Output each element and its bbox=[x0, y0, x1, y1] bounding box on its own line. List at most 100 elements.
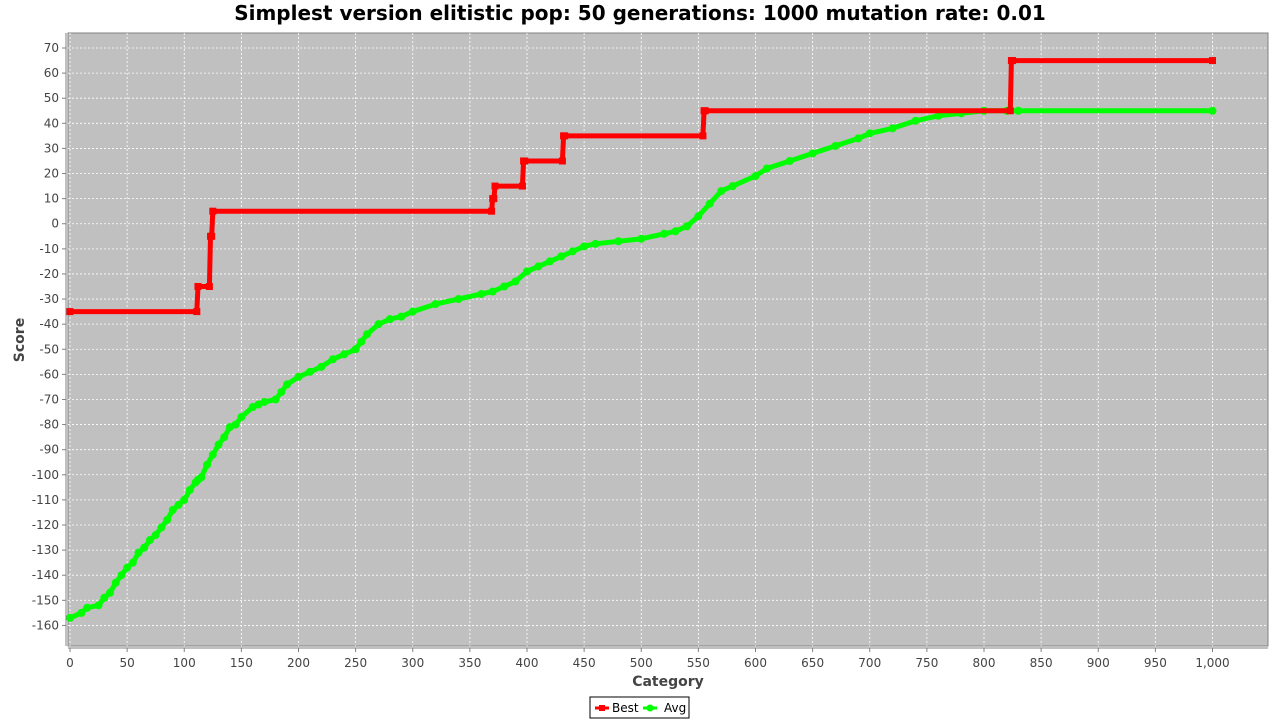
gridlines bbox=[68, 33, 1268, 646]
data-series bbox=[66, 57, 1217, 622]
data-point-avg bbox=[751, 172, 760, 181]
data-point-avg bbox=[831, 141, 840, 150]
data-point-avg bbox=[105, 588, 114, 597]
data-point-best bbox=[558, 157, 566, 165]
y-tick-label: -70 bbox=[39, 392, 59, 406]
data-point-avg bbox=[557, 252, 566, 261]
data-point-best bbox=[208, 232, 216, 240]
x-tick-label: 350 bbox=[458, 656, 481, 670]
data-point-avg bbox=[568, 247, 577, 256]
data-point-avg bbox=[66, 613, 74, 622]
data-point-avg bbox=[140, 543, 149, 552]
data-point-best bbox=[521, 157, 529, 165]
data-point-best bbox=[66, 308, 74, 316]
x-tick-label: 100 bbox=[173, 656, 196, 670]
y-tick-label: 20 bbox=[44, 167, 59, 181]
data-point-best bbox=[194, 282, 202, 290]
x-tick-label: 450 bbox=[573, 656, 596, 670]
y-tick-label: -30 bbox=[39, 292, 59, 306]
legend-avg-marker bbox=[646, 704, 654, 712]
data-point-avg bbox=[785, 156, 794, 165]
y-tick-label: -50 bbox=[39, 342, 59, 356]
data-point-avg bbox=[283, 380, 292, 389]
y-tick-label: -140 bbox=[32, 568, 59, 582]
data-point-avg bbox=[660, 229, 669, 238]
y-tick-label: -40 bbox=[39, 317, 59, 331]
y-tick-label: -10 bbox=[39, 242, 59, 256]
data-point-avg bbox=[545, 257, 554, 266]
data-point-avg bbox=[808, 149, 817, 158]
y-tick-label: 10 bbox=[44, 192, 59, 206]
data-point-avg bbox=[100, 593, 109, 602]
data-point-avg bbox=[134, 548, 143, 557]
data-point-best bbox=[1006, 107, 1014, 115]
data-point-best bbox=[561, 132, 569, 140]
legend-box bbox=[589, 696, 690, 719]
x-axis-label: Category bbox=[632, 674, 704, 690]
data-point-best bbox=[205, 282, 213, 290]
data-point-avg bbox=[854, 134, 863, 143]
y-tick-label: 50 bbox=[44, 91, 59, 105]
y-tick-label: -110 bbox=[32, 493, 59, 507]
data-point-best bbox=[518, 182, 526, 190]
data-point-avg bbox=[157, 523, 166, 532]
data-point-avg bbox=[477, 290, 486, 299]
data-point-avg bbox=[83, 603, 92, 612]
data-point-avg bbox=[214, 440, 223, 449]
data-point-avg bbox=[363, 330, 372, 339]
x-tick-label: 600 bbox=[744, 656, 767, 670]
data-point-avg bbox=[203, 460, 212, 469]
data-point-avg bbox=[185, 485, 194, 494]
data-point-avg bbox=[174, 500, 183, 509]
x-tick-label: 900 bbox=[1087, 656, 1110, 670]
data-point-avg bbox=[1208, 106, 1217, 115]
x-tick-label: 750 bbox=[915, 656, 938, 670]
y-tick-label: -160 bbox=[32, 618, 59, 632]
y-tick-label: 30 bbox=[44, 141, 59, 155]
data-point-avg bbox=[340, 350, 349, 359]
data-point-avg bbox=[500, 282, 509, 291]
data-point-best bbox=[699, 132, 707, 140]
data-point-best bbox=[209, 207, 217, 215]
data-point-avg bbox=[123, 563, 132, 572]
x-tick-label: 250 bbox=[344, 656, 367, 670]
data-point-best bbox=[491, 182, 499, 190]
x-tick-label: 150 bbox=[230, 656, 253, 670]
data-point-avg bbox=[168, 505, 177, 514]
data-point-avg bbox=[523, 267, 531, 276]
data-point-avg bbox=[351, 345, 360, 354]
data-point-avg bbox=[271, 395, 280, 404]
y-tick-label: 40 bbox=[44, 116, 59, 130]
y-tick-label: -80 bbox=[39, 418, 59, 432]
data-point-avg bbox=[682, 222, 691, 231]
data-point-best bbox=[193, 308, 201, 316]
data-point-avg bbox=[431, 300, 440, 309]
data-point-avg bbox=[454, 295, 463, 304]
x-tick-label: 700 bbox=[858, 656, 881, 670]
data-point-avg bbox=[294, 372, 303, 381]
data-point-avg bbox=[397, 312, 406, 321]
data-point-avg bbox=[260, 397, 269, 406]
data-point-avg bbox=[374, 320, 383, 329]
y-tick-label: -150 bbox=[32, 593, 59, 607]
data-point-avg bbox=[94, 601, 103, 610]
data-point-best bbox=[490, 195, 498, 203]
chart-title: Simplest version elitistic pop: 50 gener… bbox=[234, 1, 1046, 25]
x-tick-label: 1,000 bbox=[1195, 656, 1229, 670]
x-tick-label: 50 bbox=[119, 656, 134, 670]
data-point-avg bbox=[237, 413, 246, 422]
data-point-avg bbox=[1014, 106, 1023, 115]
y-tick-label: -100 bbox=[32, 468, 59, 482]
data-point-best bbox=[1209, 57, 1216, 65]
data-point-avg bbox=[694, 212, 703, 221]
data-point-avg bbox=[728, 182, 737, 191]
data-point-avg bbox=[408, 307, 417, 316]
data-point-avg bbox=[934, 111, 943, 120]
data-point-best bbox=[488, 207, 496, 215]
data-point-avg bbox=[357, 337, 366, 346]
data-point-avg bbox=[637, 234, 646, 243]
data-point-avg bbox=[163, 515, 172, 524]
legend-best-label: Best bbox=[612, 701, 639, 715]
data-point-avg bbox=[717, 187, 726, 196]
